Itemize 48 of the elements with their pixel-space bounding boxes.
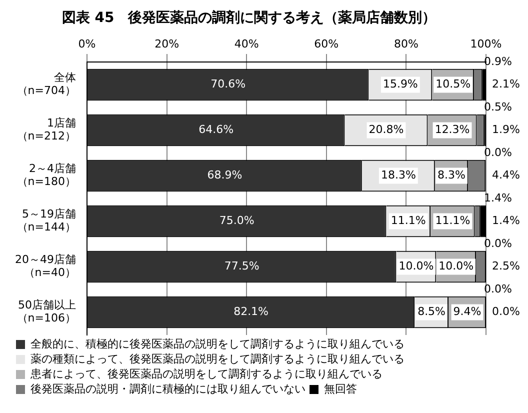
y-tick-label: 50店舗以上（n=106） [16,298,76,325]
data-label: 8.5% [418,305,446,318]
data-label: 75.0% [219,214,254,228]
y-tick-label: 2～4店舗（n=180） [16,162,76,188]
legend-label: 全般的に、積極的に後発医薬品の説明をして調剤するように取り組んでいる [30,337,404,350]
data-label: 1.9% [492,123,520,136]
data-label: 0.0% [484,146,512,160]
legend-label: 無回答 [324,382,357,396]
y-tick-label: 全体（n=704） [16,71,76,98]
data-label: 10.0% [438,260,474,273]
legend-label: 後発医薬品の説明・調剤に積極的には取り組んでいない [30,382,306,396]
data-label: 12.3% [434,123,470,136]
data-label: 0.5% [484,100,512,114]
data-label: 2.5% [492,260,520,273]
data-label: 70.6% [210,78,246,91]
data-label: 0.0% [484,282,512,296]
x-tick-label: 60% [314,37,339,50]
y-tick-label: 1店舗（n=212） [16,116,76,143]
data-label: 0.0% [492,305,520,318]
data-label: 15.9% [382,78,418,91]
data-label: 1.4% [484,192,512,205]
x-tick-label: 0% [78,37,96,50]
chart-title: 図表 45 後発医薬品の調剤に関する考え（薬局店舗数別） [62,9,436,26]
legend-label: 薬の種類によって、後発医薬品の説明をして調剤するように取り組んでいる [30,352,404,366]
data-label: 0.0% [484,237,512,250]
data-label: 77.5% [224,260,260,273]
data-label: 2.1% [492,78,520,91]
data-label: 4.4% [492,168,520,182]
data-label: 8.3% [438,168,466,182]
data-label: 1.4% [492,214,520,228]
data-label: 18.3% [380,168,416,182]
data-label: 11.1% [390,214,426,228]
data-label: 68.9% [207,168,242,182]
x-tick-label: 40% [234,37,259,50]
data-label: 64.6% [198,123,234,136]
data-label: 10.5% [436,78,471,91]
data-label: 82.1% [234,305,269,318]
data-label: 20.8% [368,123,404,136]
data-label: 10.0% [398,260,434,273]
y-tick-label: 20～49店舗（n=40） [14,253,76,280]
data-label: 9.4% [453,305,482,318]
y-tick-label: 5～19店舗（n=144） [16,208,76,234]
x-tick-label: 20% [154,37,180,50]
data-label: 11.1% [435,214,470,228]
x-tick-label: 80% [394,37,418,50]
x-tick-label: 100% [470,37,502,50]
data-label: 0.9% [484,55,512,68]
legend-label: 患者によって、後発医薬品の説明をして調剤するように取り組んでいる [30,367,382,380]
